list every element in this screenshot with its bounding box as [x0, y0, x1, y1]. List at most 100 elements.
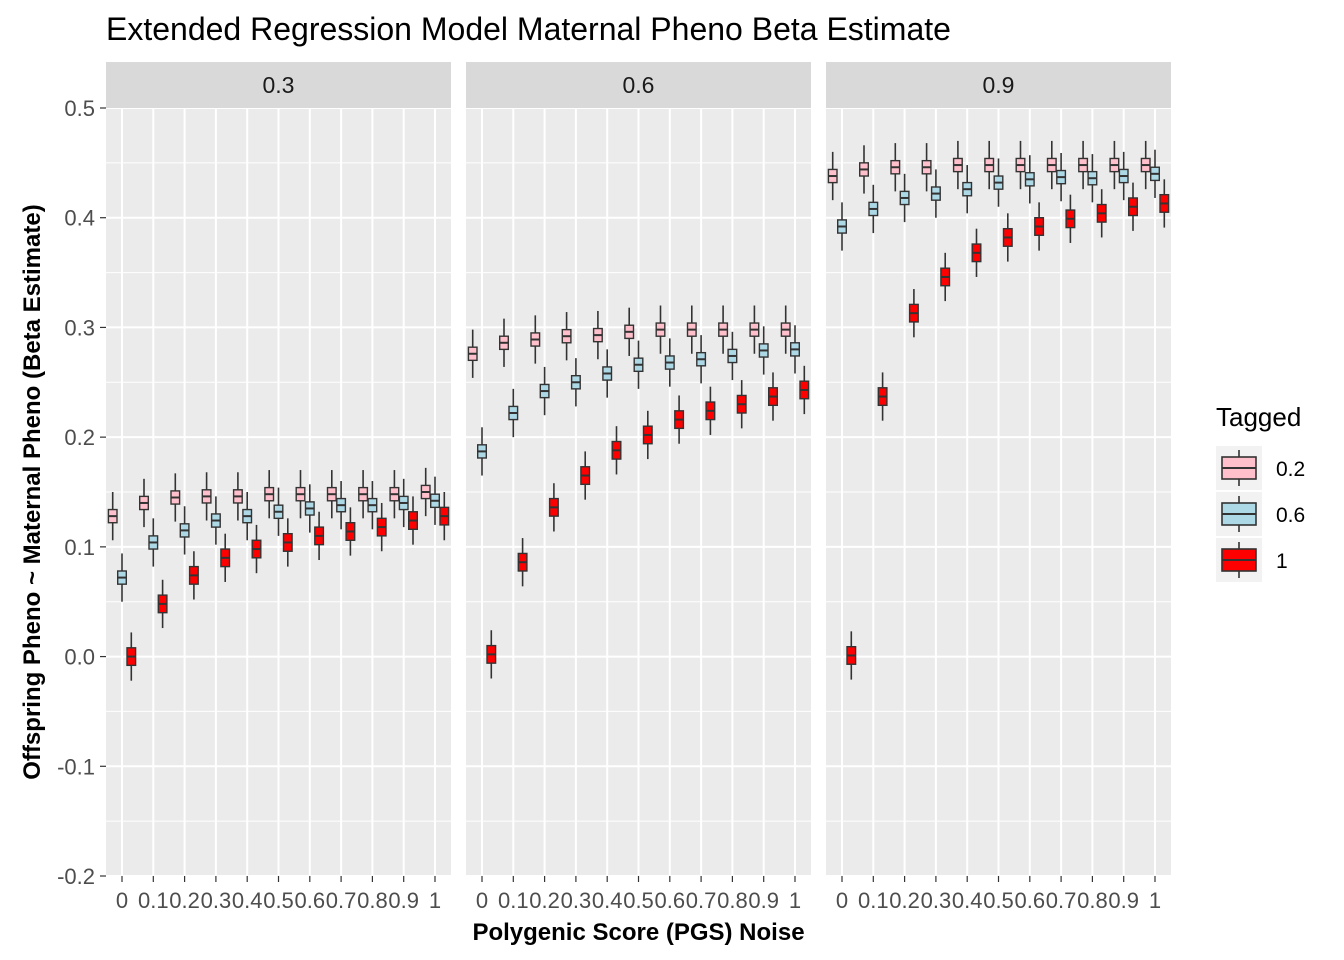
box-0.6-tagged-0.6-noise-1 [790, 325, 801, 374]
y-tick-label: 0.0 [64, 645, 95, 670]
facet-panel-0.9: 0.90 0.1 0.2 0.3 0.4 0.5 0.6 0.7 0.8 0.9 1 [826, 62, 1171, 913]
box-0.9-tagged-0.2-noise-0.2 [890, 143, 901, 192]
box-0.3-tagged-1-noise-0.4 [251, 524, 262, 574]
x-tick-label: 0.7 [1046, 888, 1077, 913]
legend-label: 1 [1276, 550, 1288, 573]
box-0.3-tagged-1-noise-0.6 [314, 511, 325, 561]
x-tick-label: 0 [116, 888, 128, 913]
facet-strip-label: 0.9 [983, 72, 1015, 98]
box-0.6-tagged-1-noise-0.3 [580, 451, 591, 500]
box-0.9-tagged-0.6-noise-0 [837, 202, 848, 251]
x-tick-label: 0.3 [561, 888, 592, 913]
box-0.3-tagged-1-noise-0.2 [188, 551, 199, 600]
box-0.3-tagged-0.2-noise-0.2 [170, 473, 181, 522]
box-0.6-tagged-0.2-noise-0.8 [718, 305, 729, 354]
box-0.6-tagged-0.2-noise-0 [467, 329, 478, 378]
y-tick-label: 0.4 [64, 206, 95, 231]
box-0.6-tagged-0.2-noise-1 [780, 305, 791, 354]
x-tick-label: 0.4 [592, 888, 623, 913]
x-axis-title: Polygenic Score (PGS) Noise [472, 919, 804, 946]
box-0.3-tagged-0.6-noise-0.9 [398, 478, 409, 528]
box-0.3-tagged-1-noise-0 [126, 632, 137, 681]
box-0.9-tagged-1-noise-0.5 [1002, 213, 1013, 262]
box-0.6-tagged-1-noise-0.1 [517, 538, 528, 587]
x-tick-label: 0.5 [623, 888, 654, 913]
box-0.6-tagged-0.2-noise-0.1 [499, 318, 510, 367]
box-0.9-tagged-0.2-noise-0.5 [984, 140, 995, 190]
x-tick-label: 0.7 [326, 888, 357, 913]
box-0.3-tagged-1-noise-0.3 [220, 533, 231, 582]
box-0.3-tagged-0.2-noise-0.9 [389, 470, 400, 519]
x-tick-label: 0.6 [1015, 888, 1046, 913]
box-0.6-tagged-0.6-noise-0.6 [664, 338, 675, 387]
box-0.6-tagged-1-noise-0.6 [674, 395, 685, 444]
box-0.9-tagged-1-noise-0.3 [940, 252, 951, 302]
box-0.9-tagged-0.2-noise-0 [827, 151, 838, 201]
y-tick-label: 0.2 [64, 425, 95, 450]
x-tick-label: 1 [1149, 888, 1161, 913]
box-0.3-tagged-0.6-noise-1 [430, 476, 441, 525]
box-0.9-tagged-0.6-noise-0.6 [1024, 155, 1035, 204]
x-tick-label: 0.4 [952, 888, 983, 913]
box-0.3-tagged-0.6-noise-0.4 [242, 492, 253, 541]
box-0.3-tagged-1-noise-0.9 [408, 496, 419, 545]
y-tick-label: 0.5 [64, 96, 95, 121]
box-0.3-tagged-0.2-noise-1 [420, 467, 431, 517]
x-tick-label: 0.7 [686, 888, 717, 913]
box-0.9-tagged-0.6-noise-0.3 [930, 169, 941, 218]
box-0.6-tagged-0.6-noise-0 [477, 427, 488, 476]
x-tick-label: 0.2 [529, 888, 560, 913]
box-0.9-tagged-0.2-noise-0.1 [859, 145, 870, 194]
box-0.6-tagged-0.2-noise-0.9 [749, 305, 760, 354]
box-0.6-tagged-1-noise-0.9 [768, 372, 779, 421]
box-0.9-tagged-0.6-noise-0.7 [1056, 152, 1067, 202]
box-0.9-tagged-1-noise-0.1 [877, 372, 888, 421]
facet-strip [466, 62, 811, 108]
box-0.6-tagged-1-noise-0.2 [548, 483, 559, 532]
x-tick-label: 0.2 [169, 888, 200, 913]
box-0.6-tagged-0.2-noise-0.3 [561, 312, 572, 361]
box-0.3-tagged-0.2-noise-0.4 [232, 472, 243, 521]
facet-panel-0.6: 0.60 0.1 0.2 0.3 0.4 0.5 0.6 0.7 0.8 0.9 1 [466, 62, 811, 913]
x-tick-label: 0.8 [357, 888, 388, 913]
box-0.3-tagged-0.2-noise-0.6 [295, 470, 306, 519]
facet-strip [106, 62, 451, 108]
box-0.9-tagged-0.2-noise-0.3 [921, 143, 932, 192]
box-0.3-tagged-0.6-noise-0.7 [336, 481, 347, 530]
box-0.6-tagged-0.2-noise-0.7 [686, 305, 697, 354]
box-0.3-tagged-0.2-noise-0.5 [264, 470, 275, 519]
box-0.6-tagged-0.6-noise-0.7 [696, 335, 707, 384]
box-0.9-tagged-0.2-noise-0.6 [1015, 140, 1026, 190]
box-0.6-tagged-0.6-noise-0.1 [508, 388, 519, 438]
x-tick-label: 0.8 [1077, 888, 1108, 913]
x-tick-label: 0 [476, 888, 488, 913]
x-tick-label: 0.4 [232, 888, 263, 913]
box-0.3-tagged-0.6-noise-0.1 [148, 518, 159, 567]
box-0.9-tagged-0.6-noise-1 [1149, 149, 1160, 198]
x-tick-label: 0.9 [748, 888, 779, 913]
box-0.3-tagged-0.6-noise-0.5 [273, 487, 284, 536]
x-tick-label: 0.3 [921, 888, 952, 913]
box-0.6-tagged-0.6-noise-0.8 [727, 331, 738, 381]
legend-title: Tagged [1216, 402, 1301, 432]
box-0.3-tagged-1-noise-0.5 [282, 518, 293, 567]
x-tick-label: 0.5 [983, 888, 1014, 913]
facet-panel-0.3: 0.30 0.1 0.2 0.3 0.4 0.5 0.6 0.7 0.8 0.9 1 [106, 62, 451, 913]
x-tick-label: 0.1 [858, 888, 889, 913]
box-0.9-tagged-1-noise-0.6 [1034, 202, 1045, 251]
x-tick-label: 1 [789, 888, 801, 913]
box-0.9-tagged-1-noise-0.4 [971, 228, 982, 277]
legend-item-0.2: 0.2 [1216, 446, 1305, 490]
box-0.3-tagged-1-noise-0.1 [157, 579, 168, 629]
box-0.3-tagged-1-noise-0.8 [376, 502, 387, 552]
box-0.6-tagged-0.2-noise-0.6 [655, 305, 666, 354]
box-0.6-tagged-1-noise-0 [486, 630, 497, 679]
box-0.3-tagged-1-noise-0.7 [345, 507, 356, 556]
box-0.9-tagged-0.2-noise-1 [1140, 140, 1151, 190]
box-0.9-tagged-0.2-noise-0.9 [1109, 140, 1120, 190]
box-0.6-tagged-1-noise-0.8 [736, 380, 747, 429]
x-tick-label: 0.5 [263, 888, 294, 913]
box-0.9-tagged-0.6-noise-0.9 [1118, 151, 1129, 201]
x-tick-label: 0.1 [498, 888, 529, 913]
